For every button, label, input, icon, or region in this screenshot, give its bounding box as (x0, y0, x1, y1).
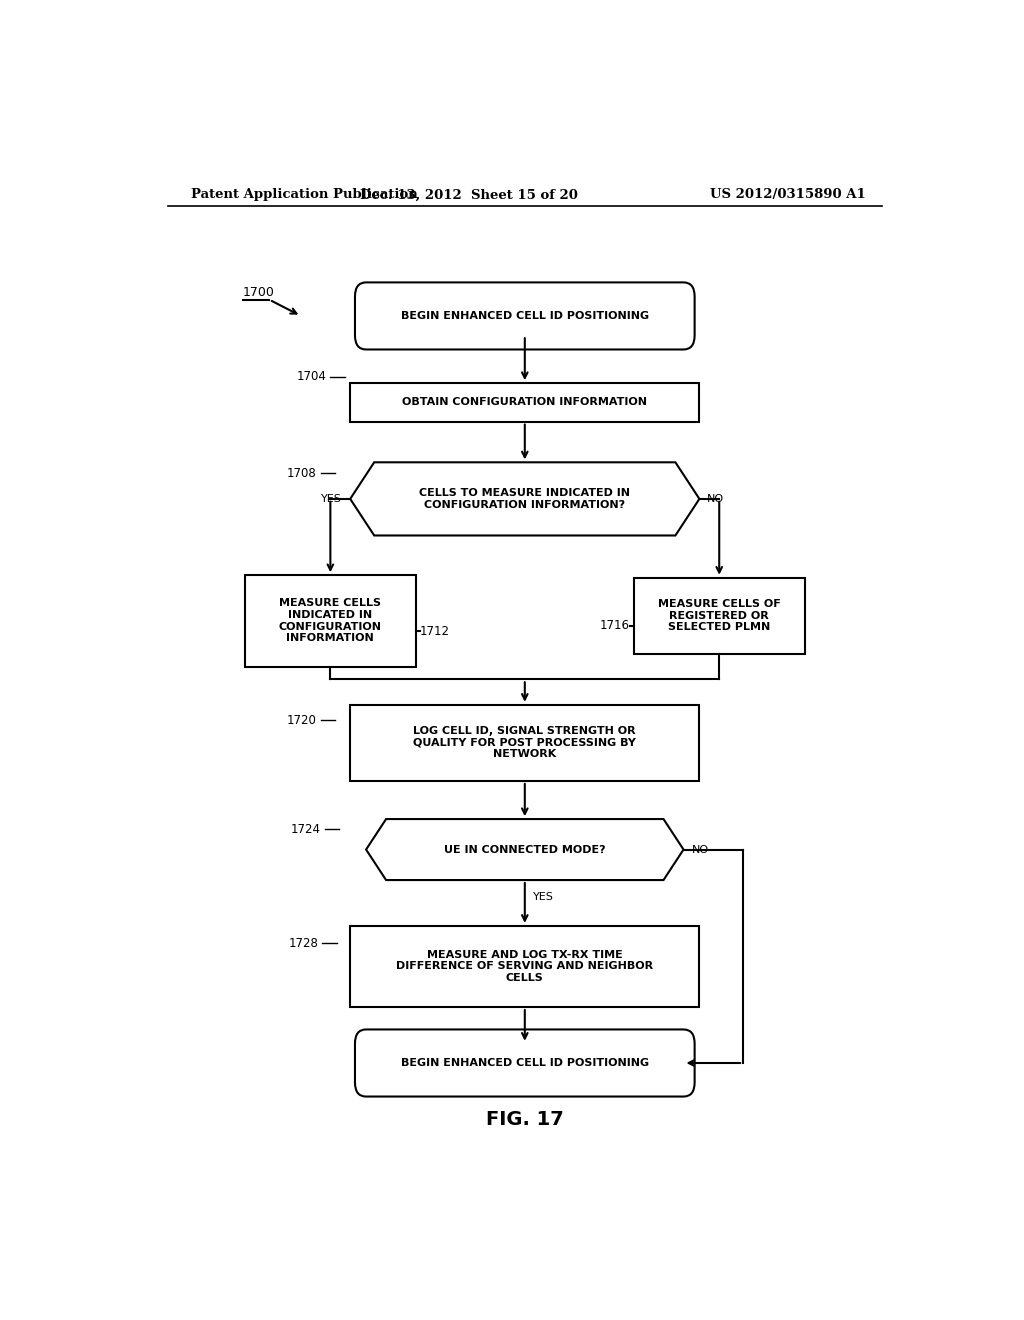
Text: US 2012/0315890 A1: US 2012/0315890 A1 (711, 189, 866, 202)
Text: NO: NO (691, 845, 709, 854)
Text: Dec. 13, 2012  Sheet 15 of 20: Dec. 13, 2012 Sheet 15 of 20 (360, 189, 579, 202)
Bar (245, 576, 416, 667)
Text: 1716: 1716 (600, 619, 630, 632)
Bar (350, 705, 699, 781)
Text: UE IN CONNECTED MODE?: UE IN CONNECTED MODE? (444, 845, 605, 854)
Text: BEGIN ENHANCED CELL ID POSITIONING: BEGIN ENHANCED CELL ID POSITIONING (400, 312, 649, 321)
Text: 1708: 1708 (287, 467, 316, 480)
Bar (350, 925, 699, 1007)
Text: 1724: 1724 (291, 822, 321, 836)
Text: MEASURE AND LOG TX-RX TIME
DIFFERENCE OF SERVING AND NEIGHBOR
CELLS: MEASURE AND LOG TX-RX TIME DIFFERENCE OF… (396, 950, 653, 983)
Text: FIG. 17: FIG. 17 (486, 1110, 563, 1130)
Text: 1728: 1728 (289, 937, 318, 949)
Text: Patent Application Publication: Patent Application Publication (191, 189, 418, 202)
Bar (634, 578, 805, 653)
FancyBboxPatch shape (355, 1030, 694, 1097)
Polygon shape (367, 818, 684, 880)
Text: 1704: 1704 (297, 371, 327, 383)
Text: NO: NO (708, 494, 724, 504)
Text: 1712: 1712 (420, 624, 450, 638)
Text: MEASURE CELLS OF
REGISTERED OR
SELECTED PLMN: MEASURE CELLS OF REGISTERED OR SELECTED … (657, 599, 780, 632)
Text: CELLS TO MEASURE INDICATED IN
CONFIGURATION INFORMATION?: CELLS TO MEASURE INDICATED IN CONFIGURAT… (419, 488, 631, 510)
Bar (350, 383, 699, 421)
Text: 1720: 1720 (287, 714, 316, 727)
Text: YES: YES (322, 494, 342, 504)
FancyBboxPatch shape (355, 282, 694, 350)
Text: OBTAIN CONFIGURATION INFORMATION: OBTAIN CONFIGURATION INFORMATION (402, 397, 647, 408)
Text: MEASURE CELLS
INDICATED IN
CONFIGURATION
INFORMATION: MEASURE CELLS INDICATED IN CONFIGURATION… (279, 598, 382, 643)
Polygon shape (350, 462, 699, 536)
Text: LOG CELL ID, SIGNAL STRENGTH OR
QUALITY FOR POST PROCESSING BY
NETWORK: LOG CELL ID, SIGNAL STRENGTH OR QUALITY … (414, 726, 636, 759)
Text: 1700: 1700 (243, 286, 275, 300)
Text: BEGIN ENHANCED CELL ID POSITIONING: BEGIN ENHANCED CELL ID POSITIONING (400, 1059, 649, 1068)
Text: YES: YES (532, 892, 554, 903)
